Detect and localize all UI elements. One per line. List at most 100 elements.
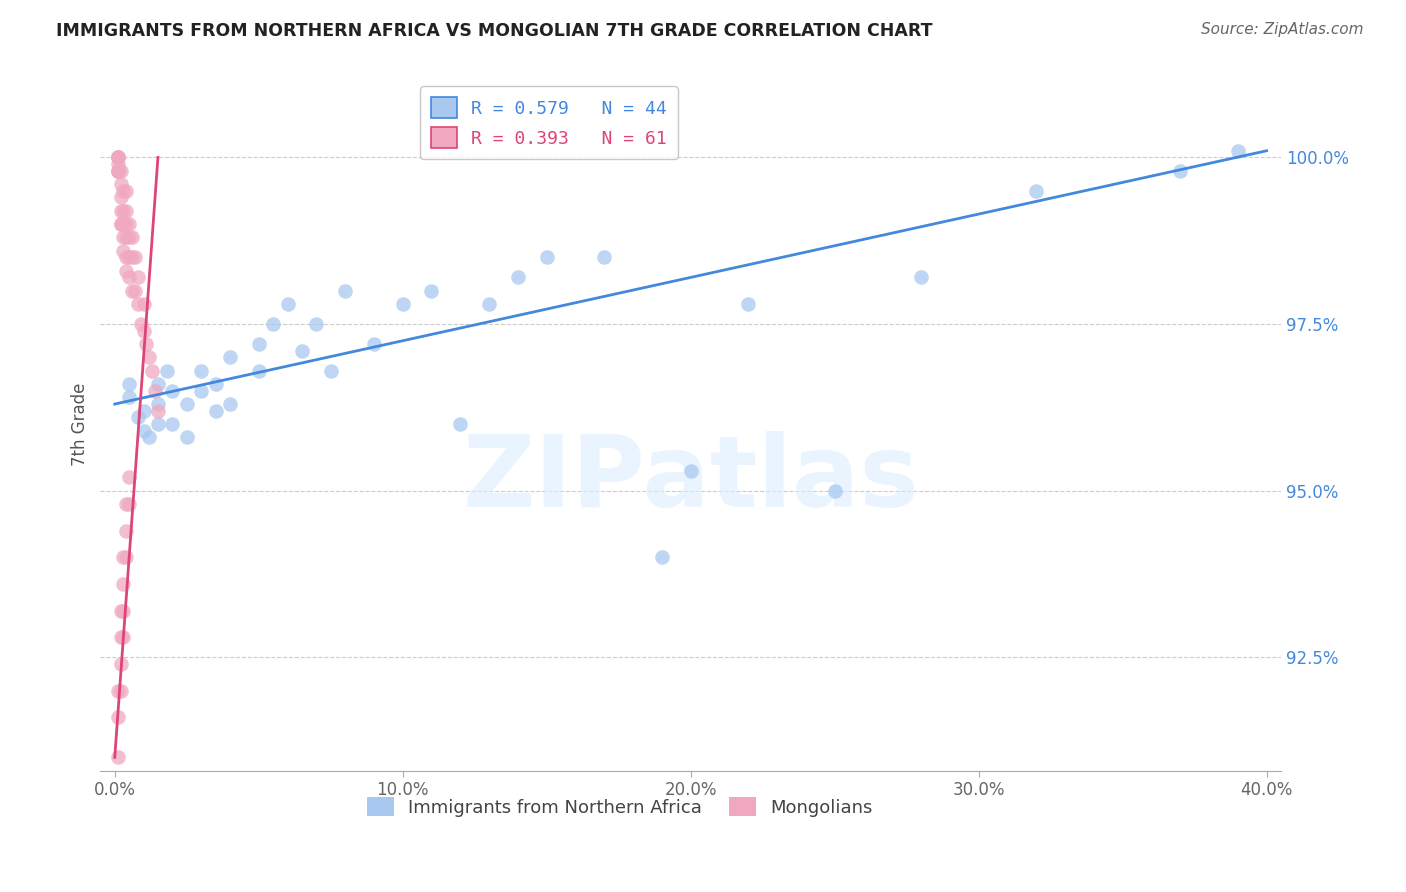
Point [305, 317, 328, 331]
Point [112, 203, 135, 218]
Point [910, 270, 932, 285]
Point [247, 364, 270, 378]
Point [115, 203, 138, 218]
Point [593, 251, 616, 265]
Point [107, 150, 129, 164]
Point [391, 297, 413, 311]
Point [1025, 184, 1047, 198]
Point [141, 364, 163, 378]
Point [1226, 144, 1249, 158]
Point [651, 550, 673, 565]
Point [107, 710, 129, 724]
Point [118, 470, 141, 484]
Point [143, 384, 166, 398]
Point [115, 550, 138, 565]
Point [1168, 163, 1191, 178]
Point [478, 297, 501, 311]
Point [107, 163, 129, 178]
Point [363, 337, 385, 351]
Point [115, 524, 138, 538]
Point [449, 417, 471, 431]
Point [112, 230, 135, 244]
Point [107, 163, 129, 178]
Point [118, 217, 141, 231]
Point [138, 351, 160, 365]
Point [146, 377, 169, 392]
Point [115, 217, 138, 231]
Point [124, 284, 146, 298]
Point [107, 163, 129, 178]
Point [127, 297, 149, 311]
Text: ZIPatlas: ZIPatlas [463, 431, 920, 528]
Point [219, 397, 242, 411]
Point [262, 317, 284, 331]
Point [110, 683, 132, 698]
Point [112, 184, 135, 198]
Point [121, 284, 143, 298]
Point [107, 150, 129, 164]
Point [737, 297, 759, 311]
Point [112, 631, 135, 645]
Point [121, 230, 143, 244]
Point [155, 364, 177, 378]
Point [420, 284, 443, 298]
Point [276, 297, 298, 311]
Text: Source: ZipAtlas.com: Source: ZipAtlas.com [1201, 22, 1364, 37]
Point [190, 364, 212, 378]
Point [110, 177, 132, 191]
Point [118, 497, 141, 511]
Point [112, 577, 135, 591]
Point [129, 317, 152, 331]
Point [110, 190, 132, 204]
Point [146, 403, 169, 417]
Point [110, 631, 132, 645]
Point [115, 264, 138, 278]
Point [146, 417, 169, 431]
Point [107, 683, 129, 698]
Point [110, 217, 132, 231]
Point [127, 270, 149, 285]
Point [107, 163, 129, 178]
Point [132, 324, 155, 338]
Point [679, 464, 702, 478]
Point [176, 430, 198, 444]
Point [132, 403, 155, 417]
Y-axis label: 7th Grade: 7th Grade [72, 383, 89, 466]
Point [118, 391, 141, 405]
Point [112, 244, 135, 258]
Point [132, 424, 155, 438]
Point [112, 217, 135, 231]
Point [107, 157, 129, 171]
Point [204, 403, 226, 417]
Point [115, 184, 138, 198]
Point [124, 251, 146, 265]
Point [107, 150, 129, 164]
Point [112, 550, 135, 565]
Point [135, 337, 157, 351]
Point [162, 384, 184, 398]
Point [319, 364, 342, 378]
Point [162, 417, 184, 431]
Point [107, 750, 129, 764]
Text: IMMIGRANTS FROM NORTHERN AFRICA VS MONGOLIAN 7TH GRADE CORRELATION CHART: IMMIGRANTS FROM NORTHERN AFRICA VS MONGO… [56, 22, 932, 40]
Point [110, 203, 132, 218]
Point [107, 150, 129, 164]
Point [132, 297, 155, 311]
Legend: Immigrants from Northern Africa, Mongolians: Immigrants from Northern Africa, Mongoli… [360, 790, 880, 824]
Point [115, 230, 138, 244]
Point [115, 497, 138, 511]
Point [506, 270, 529, 285]
Point [110, 657, 132, 671]
Point [121, 251, 143, 265]
Point [115, 251, 138, 265]
Point [118, 230, 141, 244]
Point [146, 397, 169, 411]
Point [204, 377, 226, 392]
Point [118, 270, 141, 285]
Point [247, 337, 270, 351]
Point [110, 217, 132, 231]
Point [824, 483, 846, 498]
Point [176, 397, 198, 411]
Point [112, 604, 135, 618]
Point [219, 351, 242, 365]
